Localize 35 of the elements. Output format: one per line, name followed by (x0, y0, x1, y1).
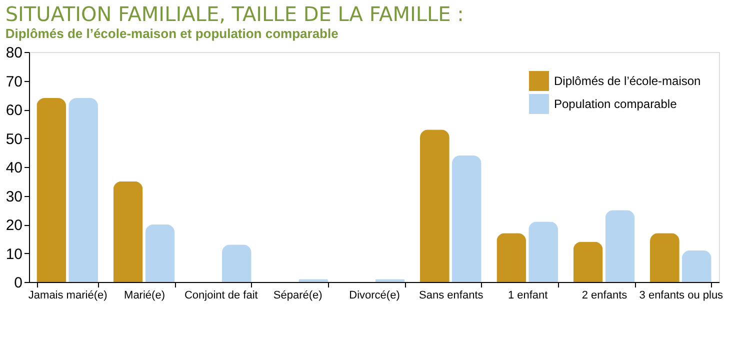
x-tick-label: 1 enfant (508, 290, 548, 302)
bar (573, 242, 603, 282)
chart-title: SITUATION FAMILIALE, TAILLE DE LA FAMILLE : (5, 2, 464, 26)
x-tick-label: Sans enfants (419, 290, 484, 302)
x-tick-label: Marié(e) (124, 290, 165, 302)
bar (222, 244, 252, 282)
y-tick-label: 30 (6, 188, 22, 206)
bar (528, 222, 558, 282)
x-tick-label: Séparé(e) (273, 290, 322, 302)
y-tick-label: 20 (6, 217, 22, 234)
x-tick-label: Jamais marié(e) (28, 290, 108, 302)
x-tick-label: Conjoint de fait (184, 290, 258, 302)
x-tick-label: 3 enfants ou plus (639, 290, 724, 302)
y-tick-label: 10 (6, 246, 22, 263)
bar (145, 224, 175, 282)
legend-label: Population comparable (554, 97, 678, 111)
y-tick-label: 50 (6, 130, 22, 148)
bar (452, 156, 482, 282)
y-tick-label: 80 (6, 44, 22, 62)
y-tick-label: 0 (14, 274, 22, 292)
y-tick-label: 40 (6, 160, 22, 176)
bar (650, 233, 680, 282)
legend-label: Diplômés de l’école-maison (554, 74, 701, 88)
x-tick-label: 2 enfants (582, 290, 628, 302)
bar (68, 98, 98, 282)
chart-subtitle: Diplômés de l’école-maison et population comparable (5, 26, 338, 41)
y-tick-label: 70 (6, 73, 22, 90)
y-tick-label: 60 (6, 102, 22, 119)
bar (682, 250, 712, 282)
bar (605, 210, 635, 282)
bar (496, 233, 526, 282)
bar (36, 98, 66, 282)
bar (113, 181, 143, 282)
x-tick-label: Divorcé(e) (349, 290, 400, 302)
bar (420, 130, 450, 282)
